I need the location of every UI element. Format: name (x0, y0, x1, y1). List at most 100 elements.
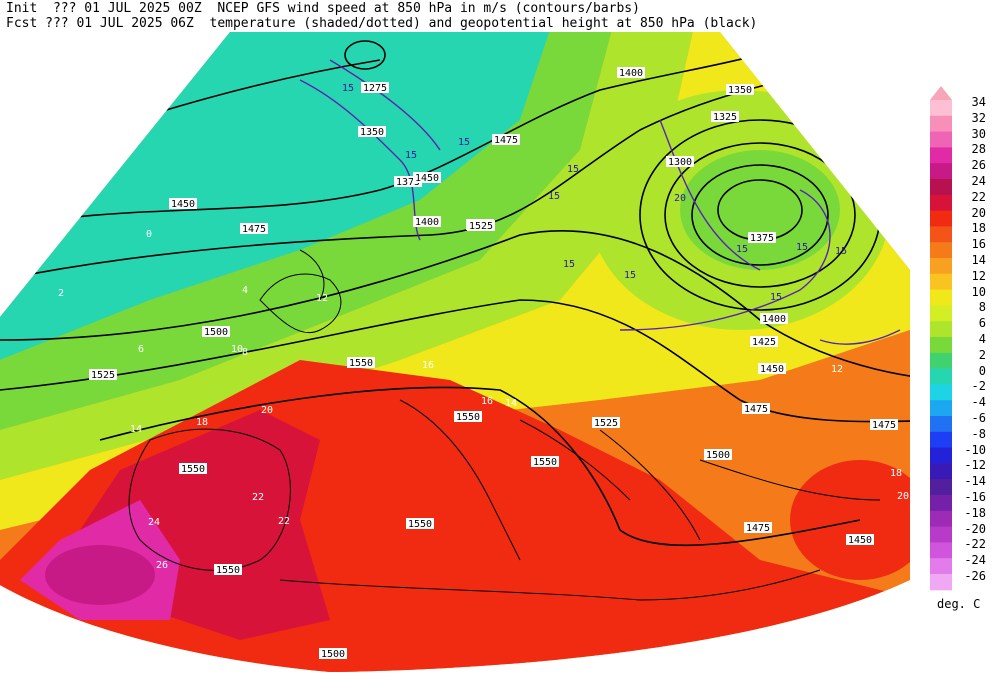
height-contours (0, 39, 910, 547)
colorbar-label: -20 (964, 521, 986, 536)
colorbar-label: 30 (971, 126, 986, 141)
svg-text:1450: 1450 (415, 173, 439, 184)
svg-text:1550: 1550 (408, 519, 432, 530)
height-label: 1375 (394, 176, 422, 188)
wind-label: 15 (458, 137, 470, 148)
svg-text:1375: 1375 (750, 233, 774, 244)
svg-text:1450: 1450 (760, 364, 784, 375)
svg-text:1450: 1450 (171, 199, 195, 210)
colorbar-label: 28 (971, 142, 986, 157)
colorbar-swatch (930, 416, 952, 433)
temperature-label: 24 (148, 517, 160, 528)
header-init-line: Init ??? 01 JUL 2025 00Z NCEP GFS wind s… (6, 1, 640, 16)
height-label: 1550 (454, 411, 482, 423)
height-label: 1475 (870, 419, 898, 431)
svg-text:1550: 1550 (181, 464, 205, 475)
colorbar-swatch (930, 510, 952, 528)
svg-text:1350: 1350 (360, 127, 384, 138)
height-label: 1550 (179, 463, 207, 475)
wind-labels: 15 15 15 15 15 15 15 20 15 15 15 15 (342, 83, 847, 303)
temperature-label: 10 (231, 344, 243, 355)
wind-label: 15 (770, 292, 782, 303)
height-label: 1300 (666, 156, 694, 168)
svg-text:1500: 1500 (204, 327, 228, 338)
svg-text:1350: 1350 (728, 85, 752, 96)
svg-text:1475: 1475 (744, 404, 768, 415)
svg-text:1400: 1400 (762, 314, 786, 325)
colorbar-label: -4 (971, 395, 986, 410)
colorbar-label: 14 (971, 253, 986, 267)
height-label: 1275 (361, 82, 389, 94)
svg-text:1500: 1500 (706, 450, 730, 461)
height-labels: 1275 1350 1375 1400 1325 1350 1300 1375 1400 1425… (89, 67, 898, 660)
colorbar-swatch (930, 542, 952, 559)
temperature-label: 0 (146, 229, 152, 240)
colorbar-label: 4 (978, 332, 986, 346)
height-label: 1400 (413, 216, 441, 228)
height-label: 1475 (492, 134, 520, 146)
svg-text:1550: 1550 (456, 412, 480, 423)
temperature-label: 14 (130, 424, 142, 435)
svg-text:1475: 1475 (242, 224, 266, 235)
colorbar-label: 20 (971, 205, 986, 220)
colorbar-label: 16 (971, 237, 986, 252)
colorbar-swatch (930, 100, 952, 117)
svg-text:1450: 1450 (848, 535, 872, 546)
colorbar-swatch (930, 431, 952, 449)
height-label: 1350 (358, 126, 386, 138)
temp-band-mild (0, 32, 700, 480)
height-label: 1450 (413, 172, 441, 184)
colorbar-label: -26 (964, 569, 986, 583)
colorbar-label: 22 (971, 189, 986, 204)
svg-text:1525: 1525 (594, 418, 618, 429)
colorbar-swatch (930, 384, 952, 401)
header-forecast-line: Fcst ??? 01 JUL 2025 06Z temperature (sh… (6, 16, 758, 31)
height-label: 1475 (742, 403, 770, 415)
temperature-label: 14 (505, 398, 517, 409)
colorbar-swatch (930, 447, 952, 464)
height-label: 1325 (711, 111, 739, 123)
colorbar-swatch (930, 131, 952, 148)
colorbar-swatch (930, 400, 952, 417)
coastlines (128, 249, 881, 601)
wind-label: 15 (563, 259, 575, 270)
height-label: 1550 (214, 564, 242, 576)
height-label: 1525 (89, 369, 117, 381)
colorbar-swatch (930, 574, 952, 591)
wind-label: 15 (796, 242, 808, 253)
svg-text:1550: 1550 (349, 358, 373, 369)
svg-text:1375: 1375 (396, 177, 420, 188)
temperature-label: 8 (242, 347, 248, 358)
temperature-label: 20 (261, 405, 273, 416)
colorbar-swatch (930, 179, 952, 196)
temperature-label: 4 (242, 285, 248, 296)
svg-text:1550: 1550 (216, 565, 240, 576)
colorbar-label: 18 (971, 221, 986, 236)
colorbar-swatch (930, 242, 952, 259)
height-label: 1425 (750, 336, 778, 348)
colorbar-swatch (930, 352, 952, 370)
wind-label: 20 (674, 193, 686, 204)
colorbar-unit: deg. C (937, 597, 981, 611)
svg-text:1400: 1400 (619, 68, 643, 79)
wind-contours (299, 59, 901, 345)
temperature-label: 6 (138, 344, 144, 355)
colorbar-swatch (930, 258, 952, 275)
colorbar-label: 26 (971, 158, 986, 173)
height-label: 1525 (592, 417, 620, 429)
colorbar-swatch (930, 479, 952, 496)
colorbar-label: 32 (971, 110, 986, 125)
height-label: 1350 (726, 84, 754, 96)
colorbar-swatch (930, 321, 952, 338)
colorbar-label: -10 (964, 442, 986, 457)
temperature-label: 22 (252, 492, 264, 503)
colorbar-swatch (930, 115, 952, 133)
temp-band-cool (0, 32, 620, 430)
colorbar-label: -24 (964, 553, 986, 568)
colorbar-label: 8 (978, 300, 986, 315)
wind-label: 15 (567, 164, 579, 175)
temperature-label: 18 (196, 417, 208, 428)
height-label: 1375 (748, 232, 776, 244)
